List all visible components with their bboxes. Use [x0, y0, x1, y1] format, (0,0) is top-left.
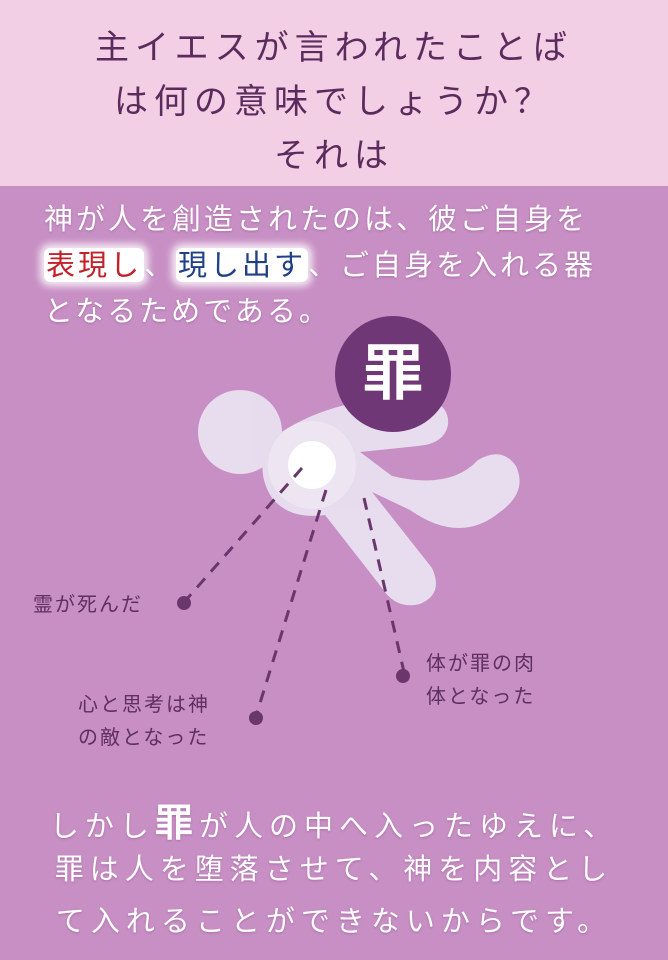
label-mind-enemy-2: の敵となった — [78, 725, 210, 749]
conclusion-line-1: しかし罪が人の中へ入ったゆえに、 — [0, 792, 668, 847]
intro-line-3: となるためである。 — [44, 294, 331, 328]
conclusion-sin-emphasis: 罪 — [154, 801, 199, 845]
conclusion-line-2: 罪は人を堕落させて、神を内容とし — [54, 852, 614, 886]
intro-separator: 、 — [144, 248, 177, 282]
conclusion-line-1-b: が人の中へ入ったゆえに、 — [198, 809, 619, 843]
label-body-flesh-1: 体が罪の肉 — [426, 651, 536, 675]
mind-pointer-line — [254, 489, 328, 717]
body-pointer-line — [362, 497, 406, 673]
highlight-express: 表現し — [44, 248, 145, 282]
label-mind-enemy-1: 心と思考は神 — [78, 692, 210, 716]
heading-line-2: は何の意味でしょうか？ — [114, 82, 554, 122]
header-banner: 主イエスが言われたことば は何の意味でしょうか？ それは — [0, 0, 668, 186]
conclusion-line-3: て入れることができないからです。 — [55, 904, 613, 938]
heading-line-3: それは — [274, 136, 394, 176]
spirit-core — [288, 441, 336, 489]
sin-badge-label: 罪 — [363, 339, 423, 409]
person-head — [198, 390, 282, 474]
body-pointer-dot — [396, 669, 410, 683]
sin-badge: 罪 — [335, 316, 451, 432]
intro-line-2-rest: 、ご自身を入れる器 — [308, 248, 597, 282]
intro-line-1: 神が人を創造されたのは、彼ご自身を — [44, 202, 589, 236]
label-body-flesh-2: 体となった — [426, 684, 536, 708]
label-spirit-died: 霊が死んだ — [33, 592, 143, 616]
spirit-pointer-line — [184, 467, 304, 601]
heading-line-1: 主イエスが言われたことば — [95, 28, 573, 68]
highlight-manifest: 現し出す — [176, 248, 309, 282]
intro-line-2: 表現し、現し出す、ご自身を入れる器 — [44, 242, 596, 284]
spirit-pointer-dot — [177, 596, 191, 610]
conclusion-line-1-a: しかし — [49, 809, 155, 843]
mind-pointer-dot — [249, 711, 263, 725]
